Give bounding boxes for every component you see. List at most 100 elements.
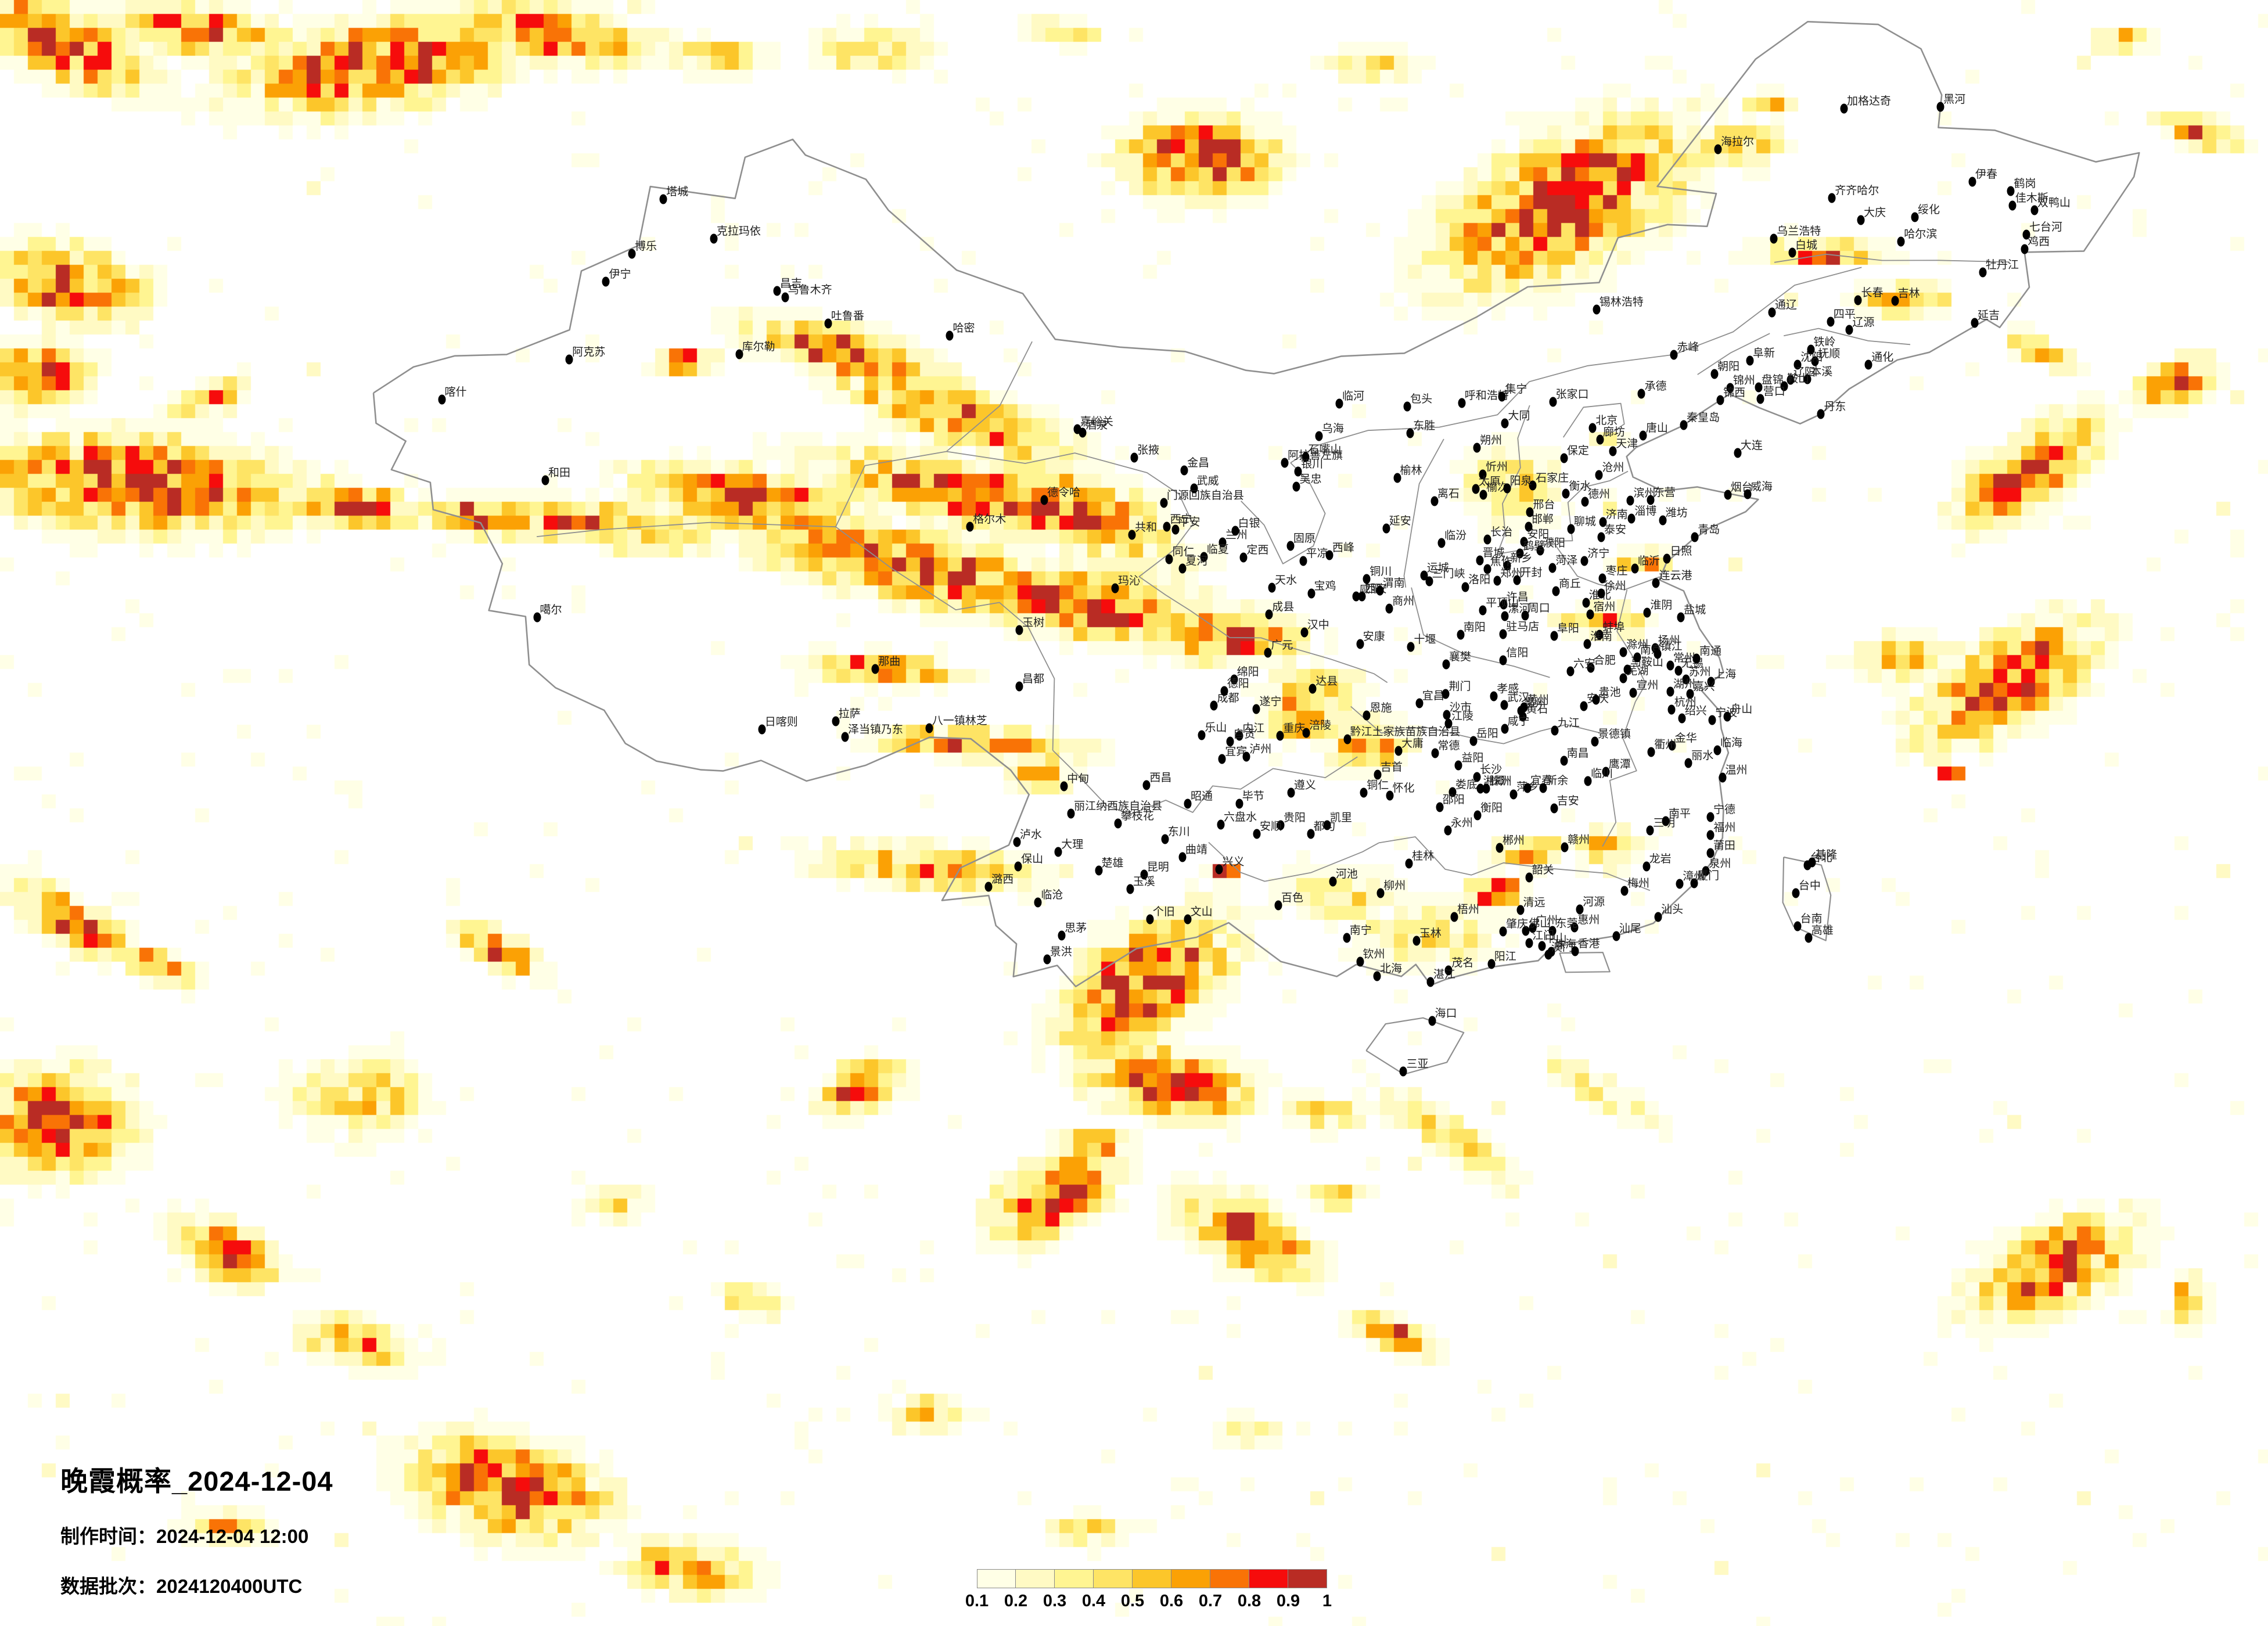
city-label: 贵池 bbox=[1598, 686, 1621, 699]
city-label: 白银 bbox=[1238, 517, 1260, 530]
city-label: 阿克苏 bbox=[572, 346, 606, 359]
city-label: 玉树 bbox=[1022, 616, 1045, 629]
city-dot bbox=[1723, 711, 1731, 722]
city-label: 威海 bbox=[1750, 480, 1773, 493]
city-label: 黔江土家族苗族自治县 bbox=[1350, 725, 1461, 738]
city-dot bbox=[1292, 481, 1300, 492]
city-label: 汕尾 bbox=[1619, 922, 1641, 935]
city-label: 澳门 bbox=[1551, 941, 1573, 954]
city-dot bbox=[1808, 857, 1816, 868]
city-label: 兴义 bbox=[1222, 855, 1245, 868]
city-label: 汉中 bbox=[1307, 618, 1329, 631]
probability-legend: 0.1 0.2 0.3 0.4 0.5 0.6 0.7 0.8 0.9 1 bbox=[965, 1569, 1332, 1611]
city-dot bbox=[1444, 825, 1452, 836]
city-dot bbox=[871, 664, 879, 674]
city-label: 天津 bbox=[1616, 437, 1638, 450]
city-dot bbox=[1642, 861, 1651, 872]
city-dot bbox=[1627, 513, 1636, 524]
city-dot bbox=[1253, 829, 1261, 839]
city-dot bbox=[1352, 591, 1360, 602]
city-label: 共和 bbox=[1135, 521, 1158, 534]
city-label: 河池 bbox=[1335, 868, 1358, 881]
city-dot bbox=[1548, 926, 1557, 936]
city-label: 齐齐哈尔 bbox=[1835, 184, 1879, 197]
city-label: 长治 bbox=[1490, 526, 1513, 538]
city-dot bbox=[1230, 674, 1238, 685]
province-boundary bbox=[1616, 589, 1647, 703]
city-label: 安康 bbox=[1363, 631, 1385, 643]
city-dot bbox=[1274, 900, 1282, 911]
city-dot bbox=[1713, 745, 1721, 756]
city-dot bbox=[1793, 921, 1802, 931]
city-dot bbox=[1716, 395, 1724, 405]
city-dot bbox=[1219, 537, 1227, 548]
city-label: 辽源 bbox=[1852, 316, 1875, 329]
city-label: 双鸭山 bbox=[2037, 197, 2071, 210]
city-label: 济宁 bbox=[1587, 548, 1610, 560]
city-dot bbox=[1239, 552, 1248, 563]
city-label: 离石 bbox=[1437, 488, 1460, 501]
city-dot bbox=[1376, 888, 1385, 898]
city-dot bbox=[1971, 318, 1979, 328]
city-label: 茂名 bbox=[1451, 956, 1474, 969]
province-boundary bbox=[1552, 541, 1660, 591]
city-label: 衡阳 bbox=[1480, 802, 1503, 815]
city-dot bbox=[1015, 681, 1023, 692]
city-dot bbox=[1583, 639, 1591, 649]
city-label: 阿拉善左旗 bbox=[1288, 449, 1343, 462]
province-boundary bbox=[1052, 750, 1358, 815]
city-dot bbox=[1576, 904, 1584, 915]
city-label: 大连 bbox=[1740, 440, 1763, 452]
city-label: 厦门 bbox=[1697, 870, 1720, 883]
city-dot bbox=[1551, 725, 1559, 736]
city-label: 蚌埠 bbox=[1602, 621, 1625, 634]
city-dot bbox=[1811, 356, 1819, 366]
city-dot bbox=[1690, 878, 1698, 888]
province-boundary bbox=[1290, 267, 1862, 463]
city-dot bbox=[602, 276, 610, 287]
city-dot bbox=[1217, 819, 1225, 830]
city-label: 邵阳 bbox=[1442, 793, 1465, 806]
city-label: 安顺 bbox=[1259, 820, 1282, 833]
city-dot bbox=[1184, 914, 1192, 924]
legend-tick-label: 0.4 bbox=[1081, 1592, 1106, 1610]
city-label: 东莞 bbox=[1555, 917, 1578, 930]
city-label: 百色 bbox=[1281, 891, 1304, 904]
city-label: 晋城 bbox=[1482, 546, 1505, 559]
city-label: 济南 bbox=[1605, 509, 1628, 521]
city-dot bbox=[1593, 304, 1601, 315]
city-label: 湖州 bbox=[1673, 678, 1696, 691]
city-label: 石家庄 bbox=[1536, 472, 1569, 484]
city-dot bbox=[2007, 186, 2015, 196]
city-label: 绍兴 bbox=[1684, 704, 1707, 717]
city-label: 宜宾 bbox=[1225, 746, 1248, 758]
city-label: 南阳 bbox=[1463, 621, 1486, 634]
city-label: 泽当镇乃东 bbox=[848, 723, 904, 736]
city-dot bbox=[1768, 307, 1776, 318]
city-dot bbox=[1450, 912, 1458, 922]
city-dot bbox=[1684, 758, 1692, 768]
city-label: 个旧 bbox=[1152, 905, 1175, 918]
city-dot bbox=[1746, 355, 1754, 366]
city-dot bbox=[1550, 631, 1558, 641]
city-dot bbox=[1719, 772, 1726, 783]
city-dot bbox=[781, 292, 789, 303]
city-label: 泰安 bbox=[1604, 524, 1627, 537]
city-dot bbox=[1710, 369, 1719, 379]
city-dot bbox=[1561, 842, 1569, 852]
legend-swatch bbox=[1288, 1569, 1327, 1588]
city-label: 镇江 bbox=[1660, 641, 1683, 653]
city-dot bbox=[1581, 497, 1589, 507]
city-dot bbox=[1567, 524, 1575, 534]
city-label: 常德 bbox=[1437, 740, 1460, 753]
city-label: 成都 bbox=[1217, 692, 1239, 705]
city-dot bbox=[1598, 573, 1606, 584]
city-label: 鹤岗 bbox=[2014, 178, 2036, 190]
city-label: 驻马店 bbox=[1506, 620, 1540, 633]
city-dot bbox=[1629, 688, 1637, 698]
city-label: 乐山 bbox=[1205, 722, 1227, 735]
city-dot bbox=[1457, 629, 1465, 640]
province-boundary bbox=[1774, 253, 2010, 263]
city-dot bbox=[1592, 695, 1600, 705]
